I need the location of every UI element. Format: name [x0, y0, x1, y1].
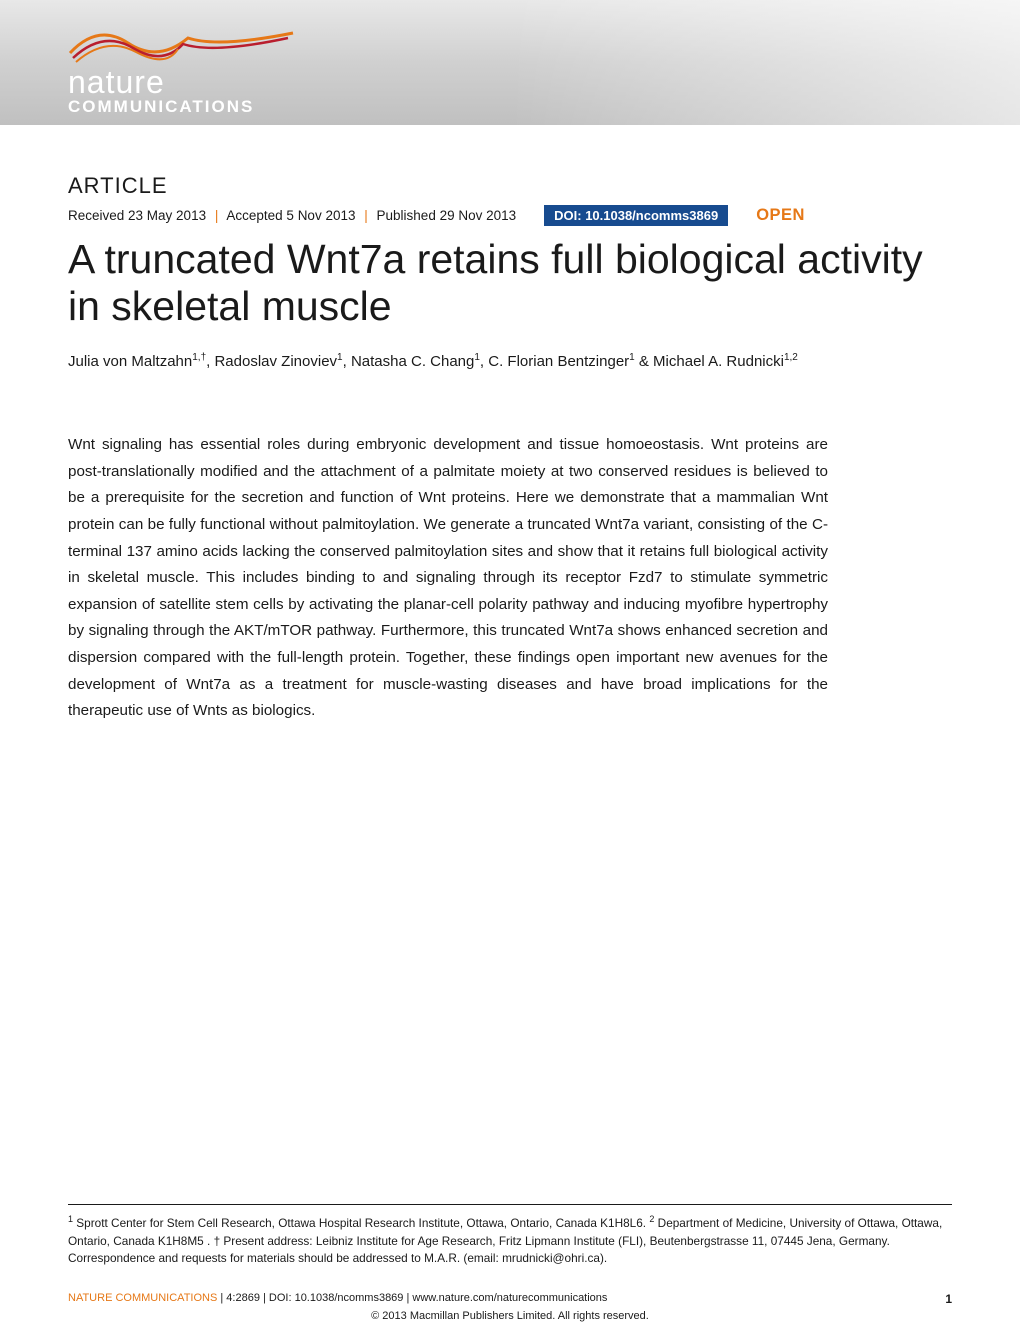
date-separator: | [364, 208, 368, 223]
logo-brand-bottom: COMMUNICATIONS [68, 98, 298, 115]
article-title: A truncated Wnt7a retains full biologica… [68, 236, 952, 330]
affiliations-rule [68, 1204, 952, 1205]
date-published: Published 29 Nov 2013 [377, 208, 517, 223]
article-content: ARTICLE Received 23 May 2013 | Accepted … [0, 125, 1020, 725]
journal-banner: nature COMMUNICATIONS [0, 0, 1020, 125]
publication-row: Received 23 May 2013 | Accepted 5 Nov 20… [68, 205, 952, 226]
footer-journal-name: NATURE COMMUNICATIONS [68, 1292, 217, 1304]
logo-swoosh-icon [68, 18, 298, 73]
page-footer: NATURE COMMUNICATIONS | 4:2869 | DOI: 10… [68, 1292, 952, 1322]
abstract-text: Wnt signaling has essential roles during… [68, 432, 828, 725]
affiliations-text: 1 Sprott Center for Stem Cell Research, … [68, 1213, 952, 1268]
page-number: 1 [945, 1292, 952, 1306]
open-access-label: OPEN [756, 206, 805, 225]
footer-citation: NATURE COMMUNICATIONS | 4:2869 | DOI: 10… [68, 1292, 952, 1304]
footer-copyright: © 2013 Macmillan Publishers Limited. All… [68, 1310, 952, 1322]
journal-logo: nature COMMUNICATIONS [68, 18, 298, 115]
author-list: Julia von Maltzahn1,†, Radoslav Zinoviev… [68, 352, 952, 370]
publication-dates: Received 23 May 2013 | Accepted 5 Nov 20… [68, 208, 516, 223]
affiliations-block: 1 Sprott Center for Stem Cell Research, … [68, 1204, 952, 1268]
article-type-label: ARTICLE [68, 173, 952, 199]
copyright-text: © 2013 Macmillan Publishers Limited. All… [371, 1310, 649, 1322]
date-separator: | [215, 208, 219, 223]
footer-citation-rest: | 4:2869 | DOI: 10.1038/ncomms3869 | www… [220, 1292, 607, 1304]
date-received: Received 23 May 2013 [68, 208, 206, 223]
doi-badge: DOI: 10.1038/ncomms3869 [544, 205, 728, 226]
date-accepted: Accepted 5 Nov 2013 [226, 208, 355, 223]
